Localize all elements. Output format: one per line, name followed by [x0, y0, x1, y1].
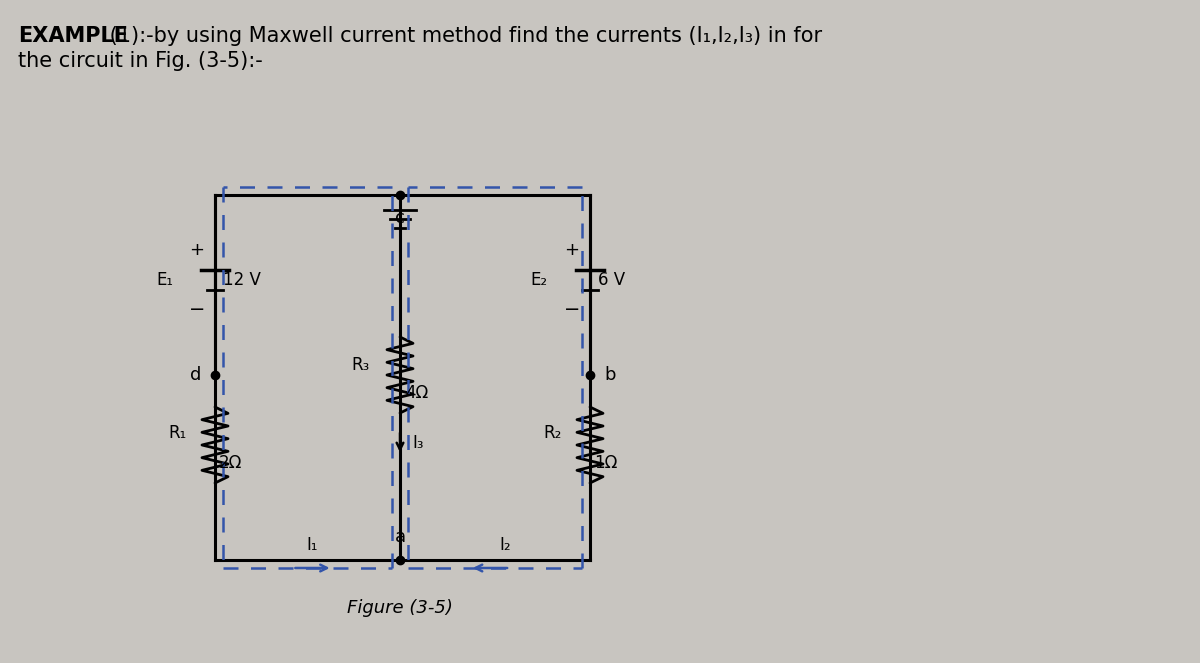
- Text: I₂: I₂: [499, 536, 511, 554]
- Text: b: b: [604, 366, 616, 384]
- Text: R₃: R₃: [352, 356, 370, 374]
- Text: R₁: R₁: [169, 424, 187, 442]
- Text: Figure (3-5): Figure (3-5): [347, 599, 452, 617]
- Text: 12 V: 12 V: [223, 271, 260, 289]
- Text: a: a: [395, 528, 406, 546]
- Text: c: c: [395, 209, 404, 227]
- Text: E₂: E₂: [530, 271, 548, 289]
- Text: −: −: [188, 300, 205, 320]
- Text: 1Ω: 1Ω: [594, 454, 617, 472]
- Text: I₃: I₃: [412, 434, 424, 452]
- Text: 2Ω: 2Ω: [220, 454, 242, 472]
- Text: E₁: E₁: [156, 271, 173, 289]
- Text: +: +: [190, 241, 204, 259]
- Text: d: d: [190, 366, 202, 384]
- Text: −: −: [564, 300, 580, 320]
- Text: 4Ω: 4Ω: [406, 384, 428, 402]
- Text: +: +: [564, 241, 580, 259]
- Text: the circuit in Fig. (3-5):-: the circuit in Fig. (3-5):-: [18, 51, 263, 71]
- Text: I₁: I₁: [307, 536, 318, 554]
- Text: (1):-by using Maxwell current method find the currents (I₁,I₂,I₃) in for: (1):-by using Maxwell current method fin…: [103, 26, 822, 46]
- Text: 6 V: 6 V: [598, 271, 625, 289]
- Text: EXAMPLE: EXAMPLE: [18, 26, 128, 46]
- Text: R₂: R₂: [544, 424, 562, 442]
